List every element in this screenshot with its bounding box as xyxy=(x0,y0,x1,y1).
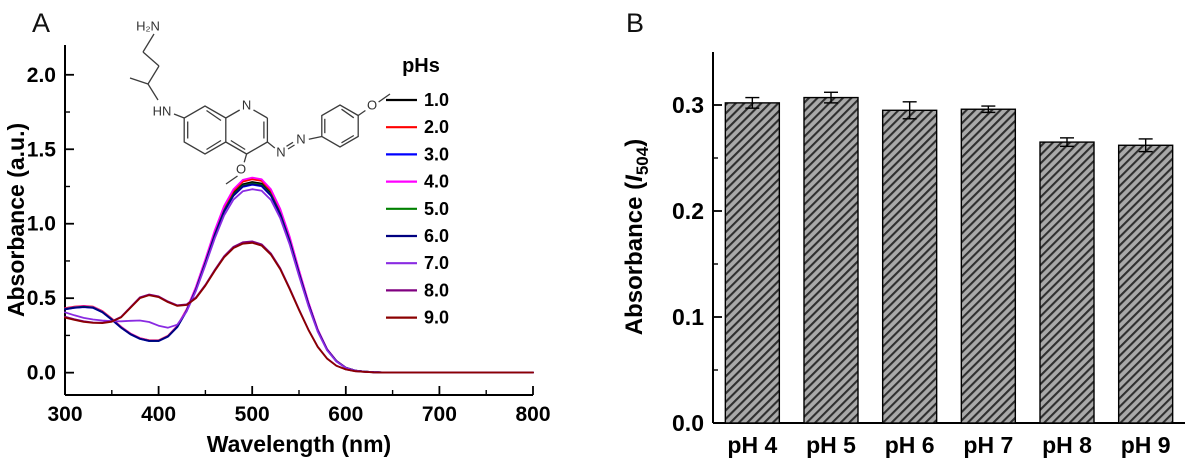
x-tick-label: 500 xyxy=(235,403,270,426)
legend: pHs 1.0 2.0 3.0 4.0 5.0 6.0 7.0 8.0 9.0 xyxy=(386,55,449,328)
legend-item-label: 1.0 xyxy=(424,90,449,110)
category-label: pH 9 xyxy=(1121,432,1171,458)
bar-ph-9 xyxy=(1117,144,1174,424)
bond-nh-ring xyxy=(173,113,185,119)
series-line-ph-9.0 xyxy=(64,241,534,374)
spectra-plot-area: 300 400 500 600 700 800 0.0 0.5 1.0 1.5 2.0 pHs 1.0 2… xyxy=(27,45,551,426)
methoxy-o1-label: O xyxy=(367,97,377,112)
bond xyxy=(142,33,155,53)
bond xyxy=(225,141,247,155)
bar-ph-4 xyxy=(724,102,781,424)
category-label: pH 7 xyxy=(963,432,1013,458)
spectra-chart: 300 400 500 600 700 800 0.0 0.5 1.0 1.5 2.0 pHs 1.0 2… xyxy=(3,18,551,457)
bar-ph-6 xyxy=(881,109,938,424)
bond-methyl xyxy=(378,93,391,103)
bond xyxy=(147,65,160,85)
bar-ph-7 xyxy=(960,108,1017,424)
x-axis-title-a: Wavelength (nm) xyxy=(207,431,391,457)
methoxy-o2-label: O xyxy=(236,161,246,176)
legend-item-label: 3.0 xyxy=(424,144,449,164)
y-axis-title-a: Absorbance (a.u.) xyxy=(3,123,29,317)
bond xyxy=(225,109,241,119)
x-tick-label: 800 xyxy=(515,403,550,426)
bond xyxy=(253,109,268,119)
panel-b: B 0.0 0.1 0.2 0.3 pH 4 pH 5 pH 6 pH 7 pH 8 pH 9 A… xyxy=(600,0,1200,467)
panel-b-label: B xyxy=(626,8,645,38)
y-tick-label: 2.0 xyxy=(27,64,56,87)
x-tick-label: 400 xyxy=(141,403,176,426)
x-tick-label: 600 xyxy=(328,403,363,426)
double-bond xyxy=(206,139,222,151)
y-axis-title-b-suffix: ) xyxy=(621,139,648,147)
bond-methyl xyxy=(225,175,238,185)
bar-chart: 0.0 0.1 0.2 0.3 pH 4 pH 5 pH 6 pH 7 pH 8 pH 9 Abs… xyxy=(621,52,1185,458)
y-axis-title-b-symbol: I xyxy=(621,174,648,182)
y-axis-title-b: Absorbance (I504) xyxy=(621,139,652,335)
amine-label: H₂N xyxy=(136,18,160,33)
legend-item-label: 6.0 xyxy=(424,226,449,246)
legend-item-label: 4.0 xyxy=(424,172,449,192)
y-tick-label: 0.2 xyxy=(672,198,704,224)
y-tick-label: 1.0 xyxy=(27,213,56,236)
panel-a-label: A xyxy=(32,8,51,38)
bond xyxy=(357,109,366,117)
category-label: pH 8 xyxy=(1042,432,1092,458)
double-bond xyxy=(341,108,355,119)
bond xyxy=(246,141,268,155)
azo-n1-label: N xyxy=(276,144,285,159)
x-tick-label: 300 xyxy=(47,403,82,426)
series-line-ph-7.0 xyxy=(64,188,534,374)
legend-item-label: 2.0 xyxy=(424,117,449,137)
x-tick-label: 700 xyxy=(422,403,457,426)
y-tick-label: 0.0 xyxy=(672,410,704,436)
double-bond xyxy=(341,134,355,144)
double-bond xyxy=(230,139,246,151)
bond xyxy=(308,135,322,140)
legend-item-label: 7.0 xyxy=(424,253,449,273)
azo-double-bond xyxy=(286,141,294,147)
bond xyxy=(147,83,159,101)
quinoline-ring-left xyxy=(183,105,227,155)
y-axis-title-b-prefix: Absorbance ( xyxy=(621,182,648,335)
y-tick-label: 0.5 xyxy=(27,287,57,310)
legend-item-label: 8.0 xyxy=(424,280,449,300)
y-tick-label: 0.1 xyxy=(672,304,704,330)
bar-ph-8 xyxy=(1039,141,1095,424)
bar-ph-5 xyxy=(803,96,859,424)
y-tick-label: 1.5 xyxy=(27,138,57,161)
category-label: pH 6 xyxy=(885,432,935,458)
series-line-ph-8.0 xyxy=(64,240,534,374)
y-tick-label: 0.0 xyxy=(27,362,56,385)
legend-item-label: 9.0 xyxy=(424,308,449,328)
bond xyxy=(266,141,276,149)
nh-label: HN xyxy=(153,103,172,118)
bond-methyl xyxy=(129,77,149,85)
molecule-structure: H₂N HN N N N O O xyxy=(129,18,391,185)
azo-double-bond xyxy=(287,144,295,150)
legend-item-label: 5.0 xyxy=(424,199,449,219)
category-label: pH 5 xyxy=(806,432,856,458)
panel-a: A 300 400 500 600 700 800 0.0 0.5 1.0 1.5 2.0 pHs 1.… xyxy=(3,8,551,457)
double-bond xyxy=(206,109,222,122)
bar-plot-area: 0.0 0.1 0.2 0.3 pH 4 pH 5 pH 6 pH 7 pH 8 pH 9 xyxy=(672,52,1185,458)
y-axis-title-b-subscript: 504 xyxy=(633,146,652,175)
category-label: pH 4 xyxy=(727,432,777,458)
legend-title: pHs xyxy=(402,55,440,77)
y-tick-label: 0.3 xyxy=(672,92,704,118)
bond xyxy=(142,51,160,67)
bond xyxy=(243,153,248,163)
ring-n-label: N xyxy=(242,97,251,112)
azo-n2-label: N xyxy=(296,131,305,146)
benzene-ring xyxy=(321,104,359,148)
